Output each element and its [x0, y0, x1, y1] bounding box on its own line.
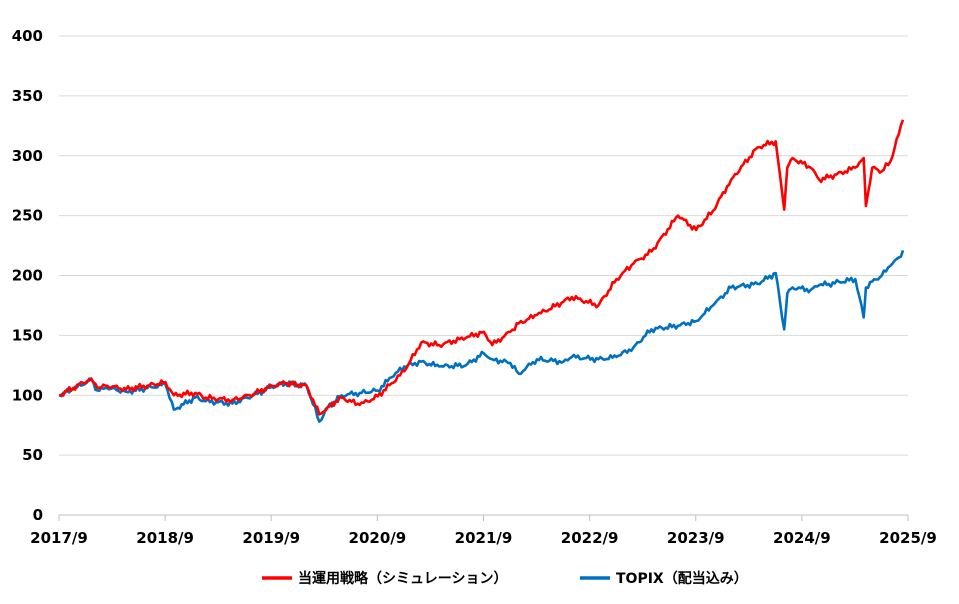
y-tick-label: 200 — [12, 267, 43, 285]
y-tick-label: 250 — [12, 207, 43, 225]
x-tick-label: 2022/9 — [561, 529, 619, 547]
x-tick-label: 2023/9 — [667, 529, 725, 547]
legend: 当運用戦略（シミュレーション） TOPIX（配当込み） — [262, 570, 748, 587]
series-layer — [58, 119, 905, 423]
y-tick-label: 350 — [12, 87, 43, 105]
x-tick-label: 2020/9 — [349, 529, 407, 547]
axis-layer: 0 50 100 150 200 250 300 350 400 2017/9 2018/9 2019… — [12, 27, 937, 547]
x-tick-label: 2017/9 — [30, 529, 88, 547]
x-tick-label: 2021/9 — [455, 529, 513, 547]
x-tick-label: 2018/9 — [136, 529, 194, 547]
x-tick-label: 2025/9 — [879, 529, 937, 547]
y-tick-label: 50 — [22, 446, 43, 464]
legend-label-0: 当運用戦略（シミュレーション） — [298, 570, 507, 587]
y-tick-label: 0 — [33, 506, 43, 524]
y-tick-label: 400 — [12, 27, 43, 45]
y-tick-label: 300 — [12, 147, 43, 165]
y-tick-label: 150 — [12, 326, 43, 344]
x-tick-label: 2024/9 — [773, 529, 831, 547]
x-tick-label: 2019/9 — [242, 529, 300, 547]
series-line-0 — [58, 119, 905, 416]
y-tick-label: 100 — [12, 386, 43, 404]
legend-label-1: TOPIX（配当込み） — [616, 570, 748, 587]
series-line-1 — [58, 249, 905, 423]
